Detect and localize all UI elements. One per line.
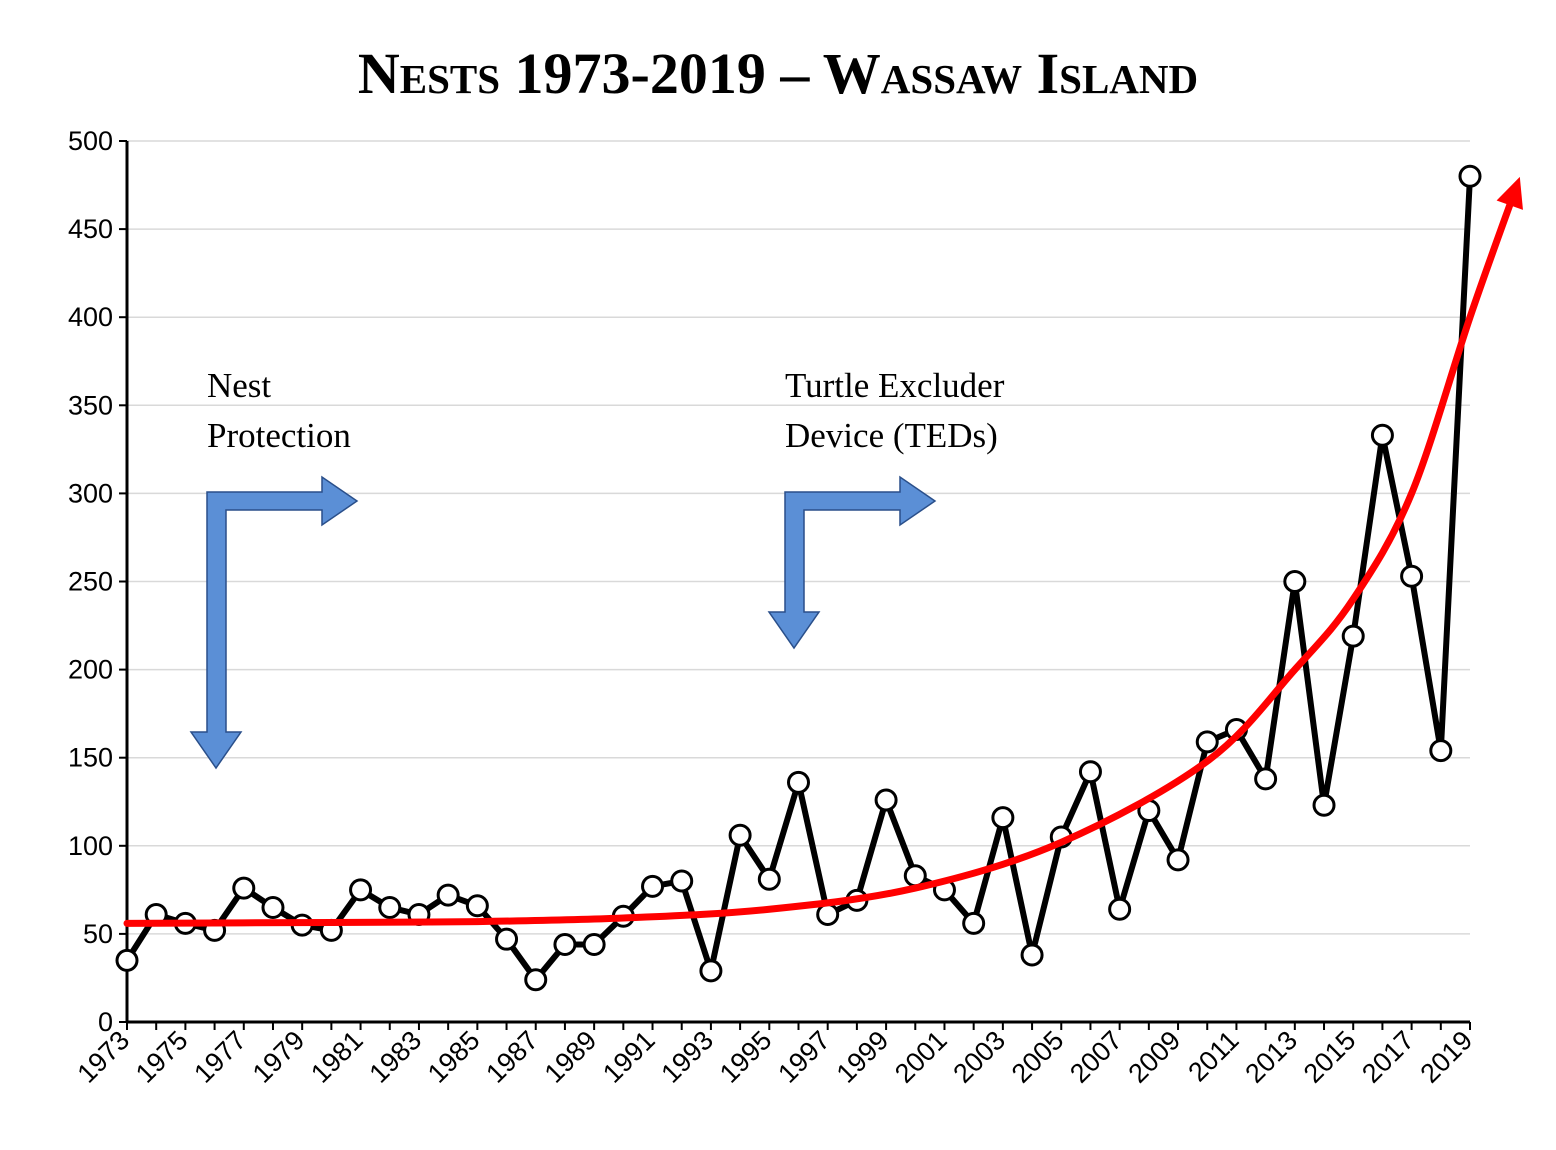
data-point-2014 [1312,793,1336,817]
data-point-1988 [553,932,577,956]
nest-protection-label-line2: Protection [207,416,351,455]
data-point-2013 [1283,570,1307,593]
y-tick-label-300: 300 [68,478,113,508]
data-point-2007 [1108,897,1132,921]
x-tick-label-2009: 2009 [1123,1025,1187,1089]
data-point-2012 [1254,767,1278,791]
data-point-1993 [699,959,723,983]
x-tick-label-2001: 2001 [889,1025,953,1089]
data-point-1997 [816,903,840,927]
data-point-2006 [1078,760,1102,784]
x-tick-label-1979: 1979 [247,1025,311,1089]
y-tick-label-400: 400 [68,302,113,332]
data-point-1995 [757,867,781,891]
y-tick-label-500: 500 [68,126,113,156]
data-point-2017 [1400,564,1424,588]
x-tick-label-1977: 1977 [188,1025,252,1089]
data-point-2000 [903,864,927,888]
x-tick-label-1993: 1993 [655,1025,719,1089]
data-point-1982 [378,895,402,919]
data-point-2015 [1341,624,1365,648]
x-tick-label-1985: 1985 [422,1025,486,1089]
teds-annotation: Turtle Excluder Device (TEDs) [767,366,1005,650]
data-point-1977 [232,876,256,900]
x-tick-label-2005: 2005 [1006,1025,1070,1089]
data-point-1978 [261,895,285,919]
x-tick-label-1999: 1999 [831,1025,895,1089]
y-tick-label-200: 200 [68,655,113,685]
y-tick-labels: 0 50 100 150 200 250 300 350 400 450 500 [68,126,113,1037]
x-tick-label-1975: 1975 [130,1025,194,1089]
x-tick-label-1981: 1981 [305,1025,369,1089]
y-tick-label-350: 350 [68,390,113,420]
x-tick-labels: 1973197519771979198119831985198719891991… [72,1025,1479,1089]
data-point-1985 [465,894,489,918]
trend-curve [123,190,1518,927]
x-tick-label-2007: 2007 [1064,1025,1128,1089]
y-tick-label-0: 0 [98,1007,113,1037]
data-point-2016 [1370,423,1394,447]
data-point-1986 [495,927,519,951]
data-point-2009 [1166,848,1190,872]
data-point-1999 [874,788,898,812]
data-point-1987 [524,968,548,992]
y-tick-label-150: 150 [68,743,113,773]
teds-arrow [767,475,937,650]
x-tick-label-2011: 2011 [1182,1025,1244,1087]
x-tick-label-1973: 1973 [72,1025,136,1089]
x-tick-label-1989: 1989 [539,1025,603,1089]
x-tick-label-2019: 2019 [1415,1025,1479,1089]
y-tick-label-250: 250 [68,567,113,597]
data-point-2019 [1458,164,1482,188]
data-point-2010 [1195,730,1219,754]
y-tick-label-450: 450 [68,214,113,244]
data-point-2004 [1020,943,1044,967]
data-point-2018 [1429,739,1453,763]
x-tick-label-2013: 2013 [1239,1025,1303,1089]
data-point-1991 [641,874,665,898]
nest-protection-label-line1: Nest [207,366,271,405]
nest-protection-arrow [189,475,359,770]
x-tick-label-1991: 1991 [597,1025,661,1089]
data-point-1989 [582,932,606,956]
trend-line [123,176,1523,927]
x-tick-label-1983: 1983 [364,1025,428,1089]
data-point-1994 [728,823,752,847]
y-tick-label-100: 100 [68,831,113,861]
data-point-1973 [115,948,139,972]
data-point-1996 [787,770,810,794]
data-point-1984 [436,883,460,907]
nest-protection-annotation: Nest Protection [189,366,359,770]
x-tick-label-1995: 1995 [714,1025,778,1089]
data-point-2003 [991,806,1015,830]
teds-label-line2: Device (TEDs) [785,416,998,455]
axes [119,140,1471,1030]
teds-label-line1: Turtle Excluder [785,366,1005,405]
y-tick-label-50: 50 [83,919,113,949]
data-point-2002 [962,911,986,935]
x-tick-label-1997: 1997 [772,1025,836,1089]
data-point-1992 [670,869,694,893]
series-nests [115,164,1482,992]
trend-arrowhead [1496,176,1523,210]
x-tick-label-1987: 1987 [480,1025,544,1089]
x-tick-label-2003: 2003 [947,1025,1011,1089]
chart-title: Nests 1973-2019 – Wassaw Island [357,41,1199,106]
x-tick-label-2017: 2017 [1356,1025,1420,1089]
x-tick-label-2015: 2015 [1298,1025,1362,1089]
data-point-1981 [349,878,373,902]
